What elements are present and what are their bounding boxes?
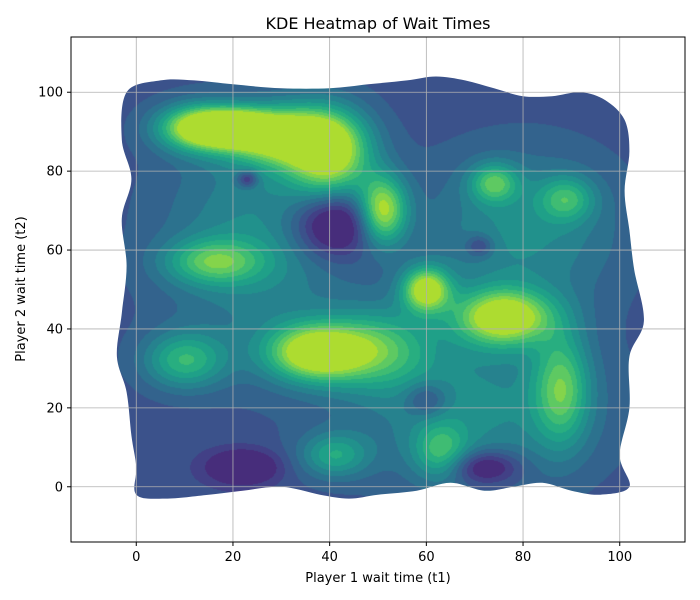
density-raster <box>116 76 644 499</box>
x-axis: 0 20 40 60 80 100 <box>132 542 632 565</box>
plot-frame <box>70 36 686 543</box>
y-tick-label: 60 <box>46 244 63 259</box>
chart-title: KDE Heatmap of Wait Times <box>266 14 491 33</box>
y-tick-label: 80 <box>46 165 63 180</box>
y-axis: 0 20 40 60 80 100 <box>38 86 71 495</box>
x-tick-label: 80 <box>515 550 532 565</box>
x-tick-label: 60 <box>418 550 435 565</box>
x-tick-label: 40 <box>321 550 338 565</box>
x-tick-label: 0 <box>132 550 140 565</box>
y-tick-label: 0 <box>55 480 63 495</box>
plot-area <box>71 37 685 542</box>
x-tick-label: 20 <box>225 550 242 565</box>
grid <box>71 37 685 542</box>
y-tick-label: 40 <box>46 322 63 337</box>
y-tick-label: 20 <box>46 401 63 416</box>
density-surface <box>116 76 644 499</box>
y-axis-title: Player 2 wait time (t2) <box>14 216 29 361</box>
x-axis-title: Player 1 wait time (t1) <box>305 571 450 586</box>
x-tick-label: 100 <box>607 550 632 565</box>
y-tick-label: 100 <box>38 86 63 101</box>
